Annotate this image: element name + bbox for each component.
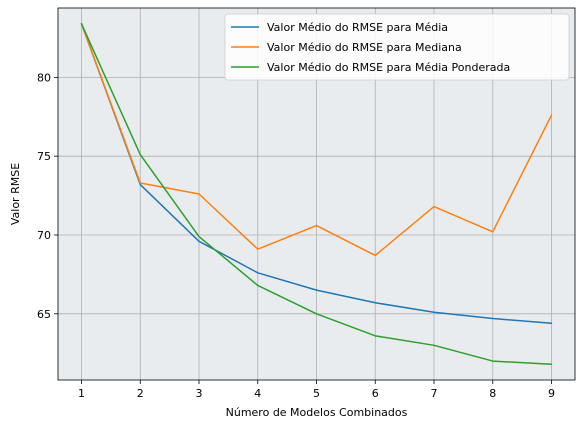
series-lines (80, 23, 553, 365)
x-tick-label: 8 (489, 387, 496, 400)
x-axis-label: Número de Modelos Combinados (226, 406, 408, 419)
series-line-1 (80, 23, 553, 324)
x-tick-label: 5 (313, 387, 320, 400)
legend-label-2: Valor Médio do RMSE para Mediana (267, 41, 462, 54)
axis-ticks: 1 2 3 4 5 6 7 8 9 65 70 75 80 (37, 71, 555, 400)
y-tick-label: 70 (37, 229, 51, 242)
x-tick-label: 6 (372, 387, 379, 400)
series-line-3 (80, 23, 553, 365)
x-tick-label: 9 (548, 387, 555, 400)
y-tick-label: 75 (37, 150, 51, 163)
x-tick-label: 7 (431, 387, 438, 400)
x-tick-label: 4 (254, 387, 261, 400)
x-tick-label: 1 (78, 387, 85, 400)
series-line-2 (80, 23, 553, 257)
legend-box (224, 13, 570, 81)
legend: Valor Médio do RMSE para Média Valor Médi… (224, 13, 570, 81)
y-tick-label: 80 (37, 71, 51, 84)
y-tick-label: 65 (37, 308, 51, 321)
legend-label-3: Valor Médio do RMSE para Média Ponderada (267, 61, 510, 74)
legend-label-1: Valor Médio do RMSE para Média (267, 21, 448, 34)
x-tick-label: 2 (137, 387, 144, 400)
y-axis-label: Valor RMSE (9, 163, 22, 225)
x-tick-label: 3 (196, 387, 203, 400)
